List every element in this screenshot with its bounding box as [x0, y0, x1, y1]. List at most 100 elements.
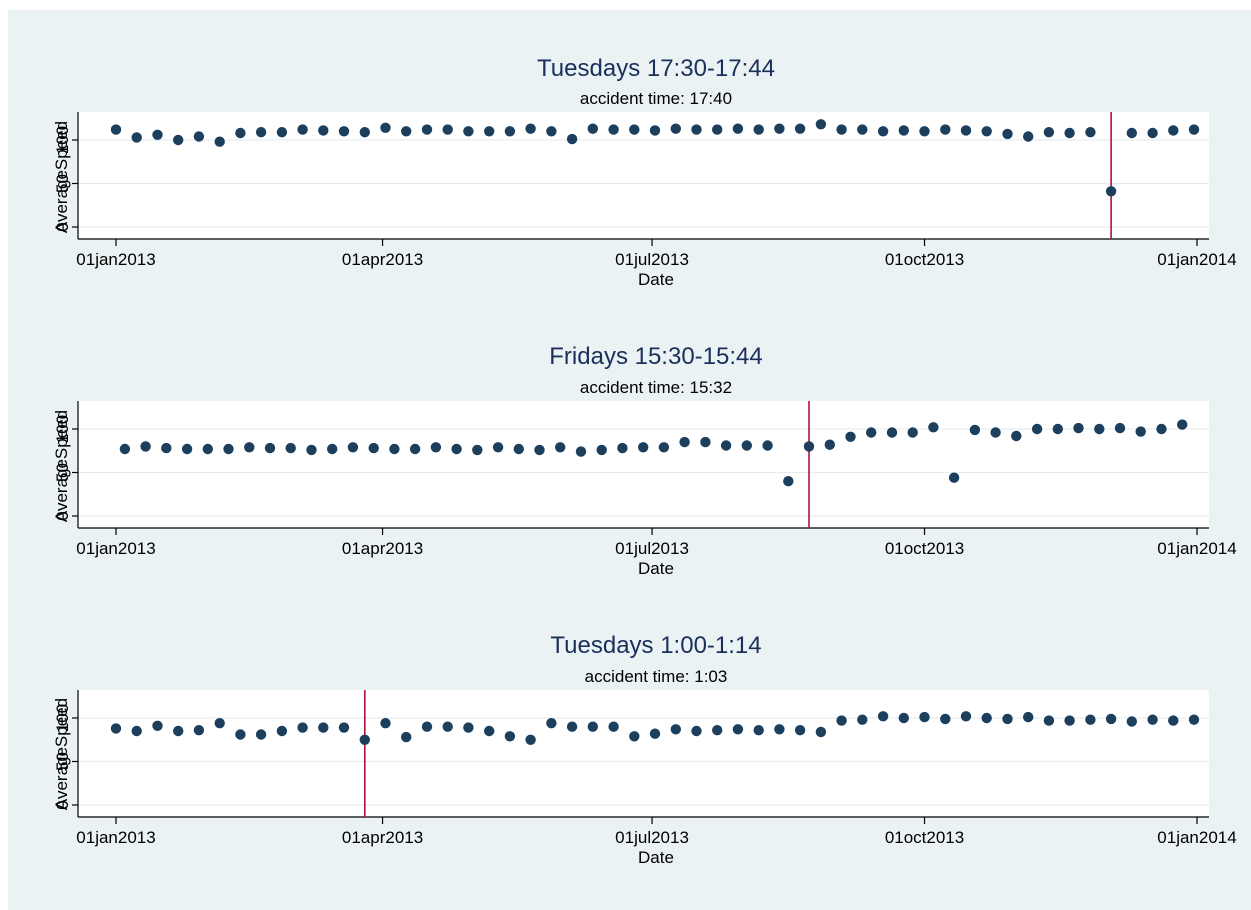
data-point — [442, 721, 453, 732]
panel-tuesdays-0100: Tuesdays 1:00-1:14 accident time: 1:03 A… — [52, 632, 1237, 867]
data-point — [380, 718, 391, 729]
data-point — [214, 136, 225, 147]
data-point — [555, 442, 566, 453]
data-point — [513, 443, 524, 455]
data-point — [1011, 430, 1022, 442]
data-point — [732, 123, 744, 134]
chart-title: Fridays 15:30-15:44 — [549, 343, 762, 370]
data-point — [608, 721, 619, 732]
data-point — [119, 443, 131, 455]
data-point — [409, 443, 421, 455]
data-point — [720, 440, 732, 451]
x-axis-label: Date — [638, 559, 674, 578]
data-point — [421, 124, 433, 135]
data-point — [152, 720, 163, 731]
data-point — [1043, 127, 1055, 138]
data-point — [1022, 131, 1034, 142]
data-point — [753, 725, 764, 736]
panel-fridays-1530: Fridays 15:30-15:44 accident time: 15:32… — [52, 343, 1237, 578]
data-point — [960, 711, 972, 722]
data-point — [1085, 127, 1096, 138]
data-point — [546, 718, 557, 729]
data-point — [1094, 423, 1105, 435]
data-point — [472, 444, 483, 456]
plot-area: 0 50 100 01jan2013 01apr2013 01jul2013 01oct20… — [53, 401, 1237, 558]
y-tick-label: 100 — [53, 126, 72, 154]
data-point — [940, 713, 951, 725]
data-point — [940, 124, 951, 135]
data-point — [421, 721, 433, 732]
data-point — [430, 442, 442, 453]
data-point — [244, 442, 255, 453]
data-point — [649, 125, 661, 136]
data-point — [753, 124, 764, 135]
plot-area: 0 50 100 01jan2013 01apr2013 01jul2013 01oct20… — [53, 690, 1237, 847]
data-point — [981, 712, 992, 724]
data-point — [919, 711, 930, 723]
data-point — [193, 131, 205, 142]
data-point — [1085, 714, 1096, 725]
data-point — [575, 446, 587, 457]
data-point — [587, 721, 598, 732]
data-point — [173, 725, 184, 737]
data-point — [608, 124, 619, 135]
plot-background — [78, 690, 1209, 817]
data-point — [1002, 713, 1013, 725]
data-point — [140, 441, 151, 452]
data-point — [306, 444, 317, 456]
data-point — [741, 440, 752, 451]
data-point — [255, 127, 267, 138]
y-tick-label: 50 — [53, 463, 72, 482]
data-point — [969, 424, 981, 436]
data-point — [214, 718, 225, 729]
data-point — [1105, 713, 1117, 725]
data-point — [886, 427, 898, 438]
x-tick-label: 01jan2013 — [76, 828, 155, 847]
data-point — [276, 725, 288, 737]
data-point — [1147, 714, 1158, 725]
data-point — [1105, 186, 1117, 197]
data-point — [587, 123, 598, 134]
data-point — [534, 444, 545, 456]
data-point — [327, 443, 338, 455]
data-point — [617, 442, 628, 454]
data-point — [1052, 423, 1064, 435]
data-point — [1168, 125, 1179, 136]
data-point — [181, 443, 193, 455]
data-point — [845, 431, 856, 442]
data-point — [347, 442, 359, 453]
data-point — [700, 436, 711, 448]
data-point — [484, 725, 495, 737]
data-point — [297, 124, 308, 135]
plot-area: 0 50 100 01jan2013 01apr2013 01jul2013 01oct20… — [53, 112, 1237, 269]
data-point — [815, 119, 827, 130]
data-point — [131, 725, 142, 737]
data-point — [712, 124, 723, 135]
data-point — [297, 722, 308, 733]
data-point — [484, 126, 495, 137]
data-point — [368, 442, 379, 454]
data-point — [173, 134, 184, 146]
data-point — [318, 722, 329, 733]
data-point — [1022, 711, 1034, 723]
data-point — [670, 123, 681, 134]
data-point — [629, 124, 640, 135]
data-point — [794, 725, 806, 736]
data-point — [1043, 715, 1055, 726]
data-point — [1114, 422, 1126, 434]
data-point — [803, 441, 815, 452]
data-point — [691, 124, 702, 135]
chart-title: Tuesdays 1:00-1:14 — [550, 632, 761, 659]
x-tick-label: 01jan2014 — [1157, 539, 1236, 558]
data-point — [857, 714, 868, 725]
data-point — [463, 126, 474, 137]
data-point — [907, 427, 918, 438]
chart-subtitle: accident time: 1:03 — [585, 667, 728, 686]
data-point — [338, 722, 350, 733]
data-point — [866, 427, 877, 438]
data-point — [110, 723, 122, 734]
data-point — [649, 728, 661, 739]
data-point — [670, 724, 681, 735]
data-point — [815, 726, 827, 738]
data-point — [877, 126, 889, 137]
